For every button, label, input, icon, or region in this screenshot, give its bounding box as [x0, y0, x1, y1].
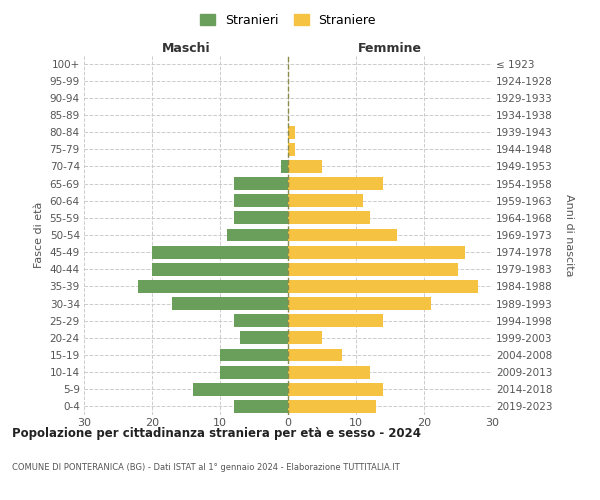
Text: Popolazione per cittadinanza straniera per età e sesso - 2024: Popolazione per cittadinanza straniera p… — [12, 428, 421, 440]
Bar — [227, 228, 288, 241]
Bar — [139, 280, 288, 293]
Bar — [288, 348, 343, 362]
Bar — [233, 212, 288, 224]
Bar — [288, 194, 363, 207]
Bar — [172, 297, 288, 310]
Legend: Stranieri, Straniere: Stranieri, Straniere — [195, 8, 381, 32]
Bar — [288, 126, 295, 138]
Bar — [152, 246, 288, 258]
Bar — [152, 263, 288, 276]
Bar — [288, 263, 458, 276]
Bar — [288, 366, 370, 378]
Bar — [233, 177, 288, 190]
Bar — [288, 297, 431, 310]
Bar — [233, 314, 288, 327]
Y-axis label: Anni di nascita: Anni di nascita — [564, 194, 574, 276]
Bar — [288, 314, 383, 327]
Bar — [288, 177, 383, 190]
Bar — [233, 400, 288, 413]
Bar — [233, 194, 288, 207]
Y-axis label: Fasce di età: Fasce di età — [34, 202, 44, 268]
Bar — [220, 348, 288, 362]
Bar — [281, 160, 288, 173]
Bar — [288, 400, 376, 413]
Bar — [241, 332, 288, 344]
Text: Femmine: Femmine — [358, 42, 422, 55]
Text: Maschi: Maschi — [161, 42, 211, 55]
Bar — [288, 160, 322, 173]
Bar — [288, 332, 322, 344]
Bar — [288, 246, 465, 258]
Text: COMUNE DI PONTERANICA (BG) - Dati ISTAT al 1° gennaio 2024 - Elaborazione TUTTIT: COMUNE DI PONTERANICA (BG) - Dati ISTAT … — [12, 462, 400, 471]
Bar — [288, 212, 370, 224]
Bar — [288, 228, 397, 241]
Bar — [288, 383, 383, 396]
Bar — [193, 383, 288, 396]
Bar — [288, 280, 478, 293]
Bar — [220, 366, 288, 378]
Bar — [288, 143, 295, 156]
